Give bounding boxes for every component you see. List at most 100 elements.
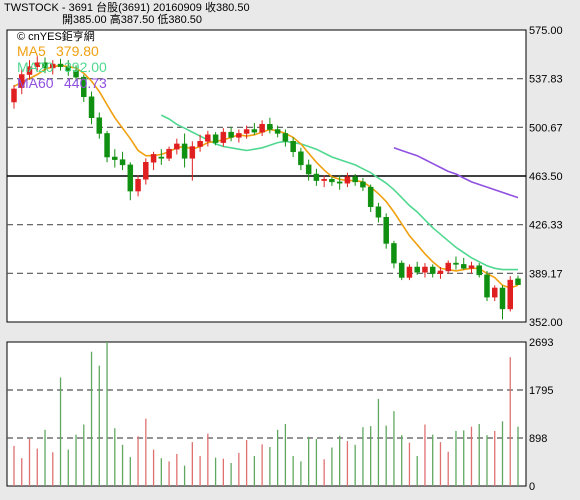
legend-ma5-name: MA5	[17, 43, 46, 59]
candle-body	[212, 134, 219, 143]
candle-body	[383, 216, 389, 244]
candle	[453, 256, 459, 270]
candle	[329, 176, 335, 186]
candle-body	[267, 124, 273, 130]
candle-body	[220, 131, 227, 143]
source-label: © cnYES鉅亨網	[17, 29, 95, 43]
candle-body	[321, 179, 327, 181]
candle-body	[127, 164, 134, 192]
candle	[414, 261, 420, 275]
candle-body	[375, 206, 382, 218]
candle	[336, 175, 343, 190]
candle-body	[26, 66, 33, 75]
candle-body	[259, 124, 265, 133]
header-line-2: 開385.00 高387.50 低380.50	[62, 12, 202, 26]
candle	[515, 275, 521, 285]
legend-ma20: MA20 392.00	[17, 59, 107, 75]
candle-body	[352, 176, 358, 183]
candle	[189, 141, 196, 181]
price-tick-label: 575.00	[529, 25, 563, 37]
candle-body	[290, 141, 296, 153]
price-tick-label: 389.17	[529, 268, 563, 280]
candle-body	[313, 173, 320, 181]
candle-body	[460, 264, 467, 269]
candle	[383, 213, 389, 249]
candle-body	[236, 133, 242, 138]
candlesticks	[11, 56, 521, 320]
candle-body	[243, 129, 250, 134]
candle	[34, 56, 41, 72]
candle-body	[112, 156, 118, 160]
candle-body	[81, 76, 87, 98]
candle-body	[484, 274, 490, 298]
candle-body	[282, 133, 289, 142]
legend-ma60: MA60 440.73	[17, 75, 107, 91]
price-tick-label: 352.00	[529, 317, 563, 329]
ma20-line	[160, 114, 518, 271]
candle-body	[274, 129, 281, 134]
candle	[104, 130, 110, 163]
candle	[119, 151, 126, 171]
candle-body	[491, 287, 498, 298]
candle-body	[166, 148, 172, 159]
price-tick-label: 426.33	[529, 220, 563, 232]
candle-body	[468, 265, 475, 269]
volume-tick-label: 1795	[529, 385, 553, 397]
volume-y-axis: 2693 1795 898 0	[529, 337, 553, 493]
candle	[391, 240, 397, 269]
candle	[26, 60, 33, 80]
candle-body	[344, 176, 351, 184]
candle	[197, 134, 203, 152]
candle-body	[360, 181, 366, 188]
candle-body	[119, 159, 126, 166]
ma60-line	[393, 147, 519, 199]
candle	[150, 151, 157, 171]
candle-body	[406, 266, 413, 278]
header-line-1: TWSTOCK - 3691 台股(3691) 20160909 收380.50	[4, 0, 250, 14]
candle	[174, 138, 180, 155]
candle-body	[429, 266, 436, 274]
candle	[236, 129, 242, 143]
candle	[298, 147, 304, 171]
candle-body	[181, 143, 188, 159]
candle	[367, 184, 374, 213]
candle-body	[422, 266, 428, 273]
candle	[282, 129, 289, 147]
candle	[507, 276, 513, 312]
candle	[468, 261, 475, 274]
candle	[228, 126, 234, 142]
candle	[88, 91, 95, 125]
candle	[290, 137, 296, 158]
candle-body	[150, 154, 157, 163]
candle-body	[11, 88, 17, 103]
candle	[243, 125, 250, 139]
candle	[445, 260, 451, 274]
candle	[251, 122, 258, 135]
candle-body	[453, 262, 459, 265]
candle	[143, 158, 149, 185]
candle-body	[499, 287, 506, 310]
candle-body	[205, 134, 211, 142]
candle-body	[476, 265, 482, 276]
legend-ma60-value: 440.73	[64, 75, 107, 91]
candle-body	[143, 162, 149, 180]
volume-panel	[6, 341, 527, 487]
candle	[406, 264, 413, 281]
candle-body	[174, 143, 180, 150]
candle-body	[298, 151, 304, 166]
candle	[352, 174, 358, 186]
candle	[57, 58, 64, 71]
candle-body	[336, 181, 343, 184]
candle	[274, 125, 281, 138]
candle-body	[445, 262, 451, 272]
price-tick-label: 537.83	[529, 74, 563, 86]
candle-body	[228, 131, 234, 138]
legend-ma20-value: 392.00	[64, 59, 107, 75]
candle	[305, 159, 312, 181]
candle	[484, 270, 490, 302]
candle	[422, 263, 428, 278]
candle-body	[65, 66, 72, 71]
candle-body	[96, 117, 103, 134]
candle-body	[135, 179, 141, 192]
candle-body	[104, 133, 110, 158]
